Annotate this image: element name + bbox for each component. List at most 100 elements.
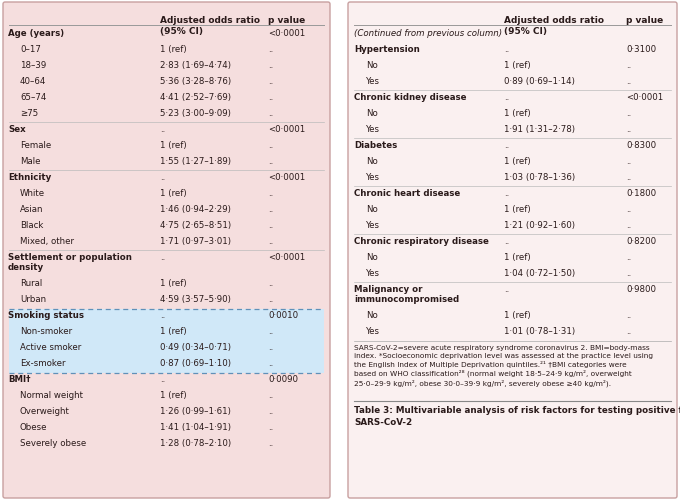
Text: Obese: Obese bbox=[20, 422, 48, 431]
Text: 0·8300: 0·8300 bbox=[626, 141, 656, 150]
Text: ..: .. bbox=[160, 311, 165, 319]
Text: ..: .. bbox=[268, 188, 273, 197]
Text: ..: .. bbox=[626, 77, 631, 86]
Text: ..: .. bbox=[160, 125, 165, 134]
Text: ..: .. bbox=[160, 374, 165, 383]
Text: Yes: Yes bbox=[366, 220, 380, 229]
Text: Yes: Yes bbox=[366, 269, 380, 278]
Text: ..: .. bbox=[504, 45, 509, 54]
Text: ..: .. bbox=[504, 188, 509, 197]
Text: ..: .. bbox=[268, 61, 273, 70]
Bar bbox=[9, 309, 324, 373]
Text: Chronic heart disease: Chronic heart disease bbox=[354, 188, 460, 197]
Text: 4·75 (2·65–8·51): 4·75 (2·65–8·51) bbox=[160, 220, 231, 229]
Text: 1·55 (1·27–1·89): 1·55 (1·27–1·89) bbox=[160, 157, 231, 166]
Text: ..: .. bbox=[268, 236, 273, 245]
Text: ..: .. bbox=[626, 157, 631, 166]
Text: Overweight: Overweight bbox=[20, 406, 70, 415]
Text: ..: .. bbox=[268, 279, 273, 288]
Text: 18–39: 18–39 bbox=[20, 61, 46, 70]
Text: 1 (ref): 1 (ref) bbox=[504, 61, 530, 70]
Text: 1 (ref): 1 (ref) bbox=[504, 311, 530, 319]
Text: 1·91 (1·31–2·78): 1·91 (1·31–2·78) bbox=[504, 125, 575, 134]
Text: Adjusted odds ratio
(95% CI): Adjusted odds ratio (95% CI) bbox=[160, 16, 260, 36]
Text: ..: .. bbox=[268, 93, 273, 102]
Text: ..: .. bbox=[504, 93, 509, 102]
Text: 4·41 (2·52–7·69): 4·41 (2·52–7·69) bbox=[160, 93, 231, 102]
Text: immunocompromised: immunocompromised bbox=[354, 294, 459, 303]
Text: ..: .. bbox=[160, 173, 165, 182]
Text: 1·28 (0·78–2·10): 1·28 (0·78–2·10) bbox=[160, 438, 231, 447]
Text: Yes: Yes bbox=[366, 77, 380, 86]
Text: ..: .. bbox=[268, 342, 273, 351]
Text: Chronic respiratory disease: Chronic respiratory disease bbox=[354, 236, 489, 245]
Text: ..: .. bbox=[504, 141, 509, 150]
Text: 2·83 (1·69–4·74): 2·83 (1·69–4·74) bbox=[160, 61, 231, 70]
Text: ..: .. bbox=[626, 173, 631, 182]
Text: Mixed, other: Mixed, other bbox=[20, 236, 74, 245]
Text: BMI†: BMI† bbox=[8, 374, 31, 383]
Text: <0·0001: <0·0001 bbox=[268, 125, 305, 134]
Text: Urban: Urban bbox=[20, 295, 46, 304]
Text: density: density bbox=[8, 263, 44, 272]
Text: 1·04 (0·72–1·50): 1·04 (0·72–1·50) bbox=[504, 269, 575, 278]
Text: ..: .. bbox=[626, 326, 631, 335]
Text: 0·49 (0·34–0·71): 0·49 (0·34–0·71) bbox=[160, 342, 231, 351]
Text: ..: .. bbox=[268, 358, 273, 367]
Text: Settlement or population: Settlement or population bbox=[8, 253, 132, 262]
Text: 5·23 (3·00–9·09): 5·23 (3·00–9·09) bbox=[160, 109, 231, 118]
Text: White: White bbox=[20, 188, 45, 197]
Text: ..: .. bbox=[268, 390, 273, 399]
Text: 1 (ref): 1 (ref) bbox=[160, 326, 186, 335]
Text: 1 (ref): 1 (ref) bbox=[504, 157, 530, 166]
Text: <0·0001: <0·0001 bbox=[268, 29, 305, 38]
Text: Yes: Yes bbox=[366, 125, 380, 134]
Text: ..: .. bbox=[626, 204, 631, 213]
Text: 4·59 (3·57–5·90): 4·59 (3·57–5·90) bbox=[160, 295, 231, 304]
Text: ..: .. bbox=[268, 422, 273, 431]
Text: Ex-smoker: Ex-smoker bbox=[20, 358, 65, 367]
Text: No: No bbox=[366, 311, 378, 319]
Text: ..: .. bbox=[268, 220, 273, 229]
Text: Adjusted odds ratio
(95% CI): Adjusted odds ratio (95% CI) bbox=[504, 16, 604, 36]
Text: 0·0090: 0·0090 bbox=[268, 374, 298, 383]
Text: 0–17: 0–17 bbox=[20, 45, 41, 54]
Text: No: No bbox=[366, 109, 378, 118]
Text: ..: .. bbox=[268, 438, 273, 447]
Text: 0·1800: 0·1800 bbox=[626, 188, 656, 197]
Text: Ethnicity: Ethnicity bbox=[8, 173, 51, 182]
Text: ..: .. bbox=[626, 311, 631, 319]
Text: ..: .. bbox=[626, 253, 631, 262]
Text: p value: p value bbox=[626, 16, 663, 25]
Text: 1 (ref): 1 (ref) bbox=[504, 109, 530, 118]
Text: ..: .. bbox=[626, 220, 631, 229]
Text: Normal weight: Normal weight bbox=[20, 390, 83, 399]
Text: 1·21 (0·92–1·60): 1·21 (0·92–1·60) bbox=[504, 220, 575, 229]
Text: Table 3: Multivariable analysis of risk factors for testing positive for
SARS-Co: Table 3: Multivariable analysis of risk … bbox=[354, 405, 680, 426]
Text: 0·9800: 0·9800 bbox=[626, 285, 656, 294]
Text: <0·0001: <0·0001 bbox=[268, 173, 305, 182]
Text: p value: p value bbox=[268, 16, 305, 25]
Text: ..: .. bbox=[268, 204, 273, 213]
Text: Severely obese: Severely obese bbox=[20, 438, 86, 447]
FancyBboxPatch shape bbox=[3, 3, 330, 498]
Text: Yes: Yes bbox=[366, 326, 380, 335]
Text: ..: .. bbox=[504, 285, 509, 294]
Text: <0·0001: <0·0001 bbox=[626, 93, 663, 102]
Text: 1·26 (0·99–1·61): 1·26 (0·99–1·61) bbox=[160, 406, 231, 415]
Text: 1 (ref): 1 (ref) bbox=[160, 279, 186, 288]
Text: 40–64: 40–64 bbox=[20, 77, 46, 86]
FancyBboxPatch shape bbox=[348, 3, 677, 498]
Text: Sex: Sex bbox=[8, 125, 26, 134]
Text: 1·71 (0·97–3·01): 1·71 (0·97–3·01) bbox=[160, 236, 231, 245]
Text: 1 (ref): 1 (ref) bbox=[160, 188, 186, 197]
Text: ..: .. bbox=[268, 109, 273, 118]
Text: 1·03 (0·78–1·36): 1·03 (0·78–1·36) bbox=[504, 173, 575, 182]
Text: 1 (ref): 1 (ref) bbox=[160, 141, 186, 150]
Text: 1 (ref): 1 (ref) bbox=[504, 204, 530, 213]
Text: ..: .. bbox=[268, 45, 273, 54]
Text: 1 (ref): 1 (ref) bbox=[160, 45, 186, 54]
Text: No: No bbox=[366, 204, 378, 213]
Text: 5·36 (3·28–8·76): 5·36 (3·28–8·76) bbox=[160, 77, 231, 86]
Text: 0·89 (0·69–1·14): 0·89 (0·69–1·14) bbox=[504, 77, 575, 86]
